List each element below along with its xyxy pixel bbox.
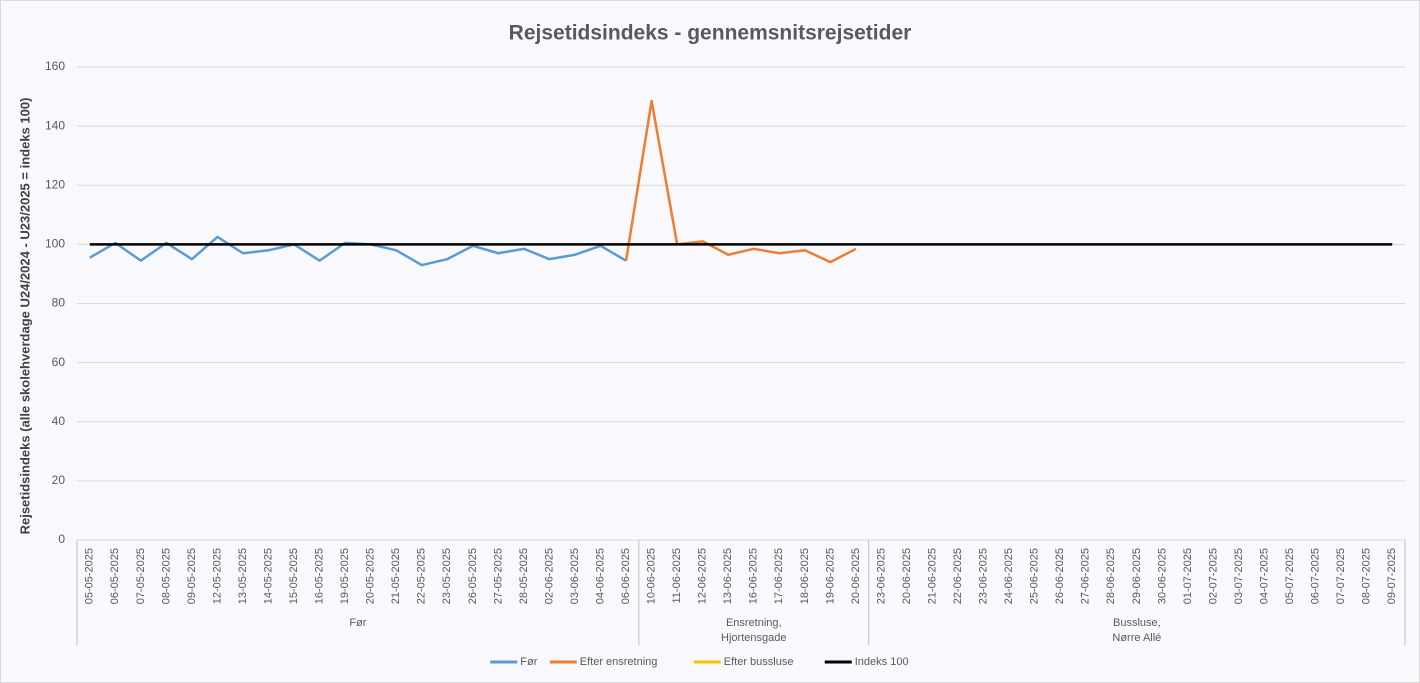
y-tick-label: 160 [45, 59, 65, 73]
x-tick-label: 20-05-2025 [365, 548, 377, 604]
x-tick-label: 02-07-2025 [1207, 548, 1219, 604]
x-tick-label: 25-06-2025 [1029, 548, 1041, 604]
x-tick-label: 02-06-2025 [543, 548, 555, 604]
y-tick-label: 40 [52, 414, 66, 428]
x-tick-label: 12-05-2025 [211, 548, 223, 604]
x-tick-label: 24-06-2025 [1003, 548, 1015, 604]
x-tick-label: 09-07-2025 [1386, 548, 1398, 604]
x-tick-label: 11-06-2025 [671, 548, 683, 603]
x-tick-label: 23-05-2025 [441, 548, 453, 604]
y-tick-label: 80 [52, 296, 66, 310]
x-tick-label: 18-06-2025 [799, 548, 811, 604]
x-tick-label: 07-05-2025 [135, 548, 147, 604]
x-tick-label: 07-07-2025 [1335, 548, 1347, 604]
group-label: Bussluse, [1113, 617, 1161, 629]
group-label: Hjortensgade [721, 632, 786, 644]
x-tick-label: 19-06-2025 [824, 548, 836, 604]
y-tick-label: 120 [45, 177, 65, 191]
legend-label: Indeks 100 [855, 656, 909, 668]
x-tick-label: 08-05-2025 [160, 548, 172, 604]
x-tick-label: 04-07-2025 [1258, 548, 1270, 604]
x-tick-label: 20-06-2025 [850, 548, 862, 604]
x-tick-label: 13-05-2025 [237, 548, 249, 604]
x-tick-label: 21-05-2025 [390, 548, 402, 604]
x-tick-label: 22-05-2025 [416, 548, 428, 604]
x-tick-label: 06-05-2025 [109, 548, 121, 604]
x-tick-label: 01-07-2025 [1182, 548, 1194, 604]
group-label: Nørre Allé [1112, 632, 1161, 644]
x-tick-label: 27-05-2025 [492, 548, 504, 604]
x-tick-label: 03-06-2025 [569, 548, 581, 604]
x-tick-label: 29-06-2025 [1131, 548, 1143, 604]
group-label: Før [349, 617, 366, 629]
x-tick-label: 20-06-2025 [901, 548, 913, 604]
x-tick-label: 03-07-2025 [1233, 548, 1245, 604]
x-tick-label: 16-06-2025 [748, 548, 760, 604]
x-tick-label: 28-06-2025 [1105, 548, 1117, 604]
x-tick-label: 06-07-2025 [1310, 548, 1322, 604]
x-tick-label: 12-06-2025 [697, 548, 709, 604]
x-tick-label: 04-06-2025 [594, 548, 606, 604]
x-tick-label: 26-05-2025 [467, 548, 479, 604]
x-tick-label: 16-05-2025 [314, 548, 326, 604]
x-tick-label: 30-06-2025 [1156, 548, 1168, 604]
y-tick-label: 100 [45, 237, 65, 251]
x-tick-label: 19-05-2025 [339, 548, 351, 604]
x-tick-label: 06-06-2025 [620, 548, 632, 604]
x-tick-label: 27-06-2025 [1080, 548, 1092, 604]
x-tick-label: 09-05-2025 [186, 548, 198, 604]
y-tick-label: 60 [52, 355, 66, 369]
x-tick-label: 22-06-2025 [952, 548, 964, 604]
y-tick-label: 140 [45, 118, 65, 132]
x-tick-label: 14-05-2025 [262, 548, 274, 604]
legend-label: Før [520, 656, 537, 668]
x-tick-label: 10-06-2025 [646, 548, 658, 604]
y-tick-label: 20 [52, 473, 66, 487]
x-tick-label: 08-07-2025 [1361, 548, 1373, 604]
x-tick-label: 23-06-2025 [875, 548, 887, 604]
x-tick-label: 23-06-2025 [978, 548, 990, 604]
x-tick-label: 05-05-2025 [84, 548, 96, 604]
x-tick-label: 15-05-2025 [288, 548, 300, 604]
x-tick-label: 05-07-2025 [1284, 548, 1296, 604]
y-tick-label: 0 [58, 532, 65, 546]
x-tick-label: 28-05-2025 [518, 548, 530, 604]
series-line [624, 99, 857, 264]
x-tick-label: 21-06-2025 [926, 548, 938, 604]
x-tick-label: 26-06-2025 [1054, 548, 1066, 604]
x-tick-label: 17-06-2025 [773, 548, 785, 604]
y-axis-label: Rejsetidsindeks (alle skolehverdage U24/… [17, 98, 32, 535]
x-tick-label: 13-06-2025 [722, 548, 734, 604]
legend-label: Efter ensretning [580, 656, 658, 668]
group-label: Ensretning, [726, 617, 782, 629]
chart-title: Rejsetidsindeks - gennemsnitsrejsetider [509, 22, 912, 45]
legend-label: Efter bussluse [724, 656, 794, 668]
